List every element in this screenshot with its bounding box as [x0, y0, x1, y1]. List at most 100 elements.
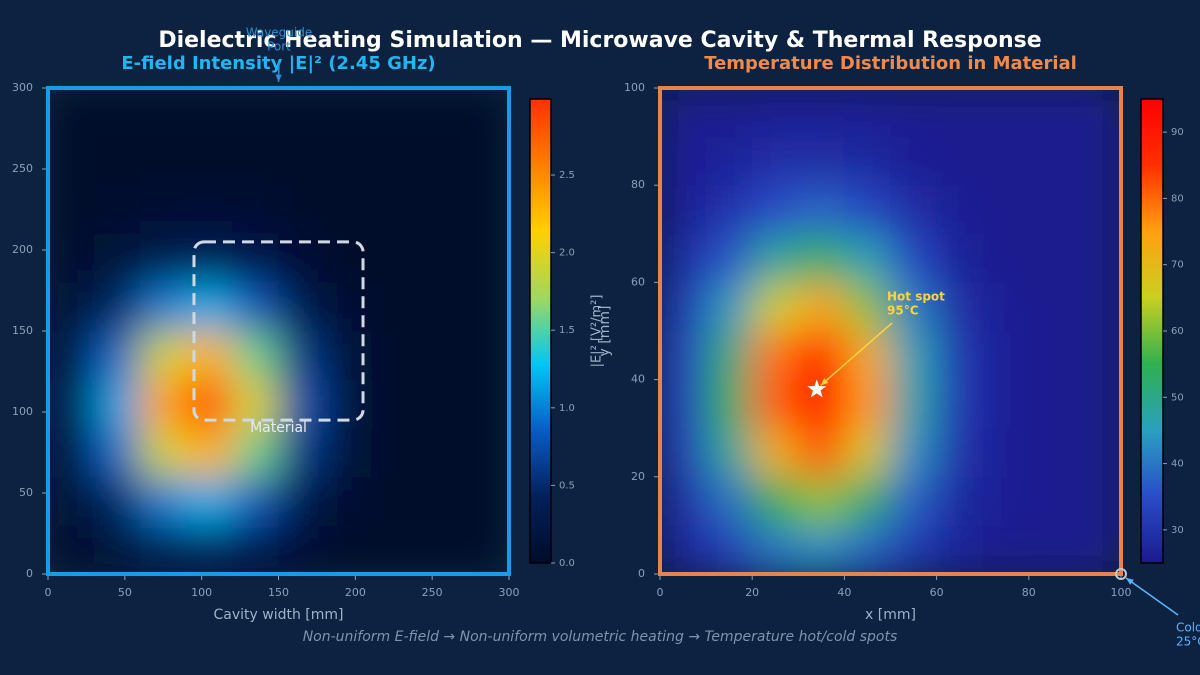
colorbar-tick-label: 50: [1171, 392, 1184, 403]
colorbar-tick-label: 80: [1171, 193, 1184, 204]
heat-cell: [93, 427, 141, 478]
heat-cell: [890, 233, 938, 283]
heat-cell: [751, 476, 799, 526]
heat-cell: [48, 184, 95, 235]
heat-cell: [231, 184, 279, 235]
heat-cell: [48, 524, 95, 574]
heat-cell: [843, 476, 891, 526]
heat-cell: [1028, 136, 1076, 186]
heat-cell: [751, 88, 799, 138]
x-tick-label: 60: [930, 586, 944, 599]
heat-cell: [705, 281, 753, 332]
heat-cell: [278, 330, 326, 381]
heat-cell: [416, 233, 464, 283]
region-label: Material: [250, 420, 307, 436]
annotation-arrow: [1125, 577, 1179, 616]
heat-cell: [797, 233, 845, 283]
heat-cell: [139, 184, 187, 235]
heat-cell: [1074, 88, 1121, 138]
heat-cell: [705, 330, 753, 381]
x-tick-label: 250: [422, 586, 443, 599]
heat-cell: [462, 281, 509, 332]
heat-cell: [1028, 88, 1076, 138]
heat-cell: [185, 524, 233, 574]
x-tick-label: 40: [837, 586, 851, 599]
heat-cell: [370, 281, 418, 332]
heat-cell: [416, 330, 464, 381]
heat-cell: [462, 136, 509, 186]
heat-cell: [324, 476, 372, 526]
heat-cell: [93, 184, 141, 235]
heat-cell: [936, 233, 984, 283]
colorbar-tick-label: 60: [1171, 326, 1184, 337]
heat-cell: [936, 330, 984, 381]
y-tick-label: 50: [19, 486, 33, 499]
heat-cell: [139, 233, 187, 283]
heat-cell: [324, 136, 372, 186]
heat-cell: [660, 427, 707, 478]
colorbar: [529, 98, 552, 564]
x-tick-label: 0: [657, 586, 664, 599]
heat-cell: [48, 330, 95, 381]
heat-cell: [370, 379, 418, 429]
heat-cell: [1074, 524, 1121, 574]
hot-spot-marker: [807, 379, 827, 398]
heat-cell: [936, 379, 984, 429]
heat-cell: [416, 379, 464, 429]
heat-cell: [890, 476, 938, 526]
heat-cell: [278, 184, 326, 235]
x-tick-label: 200: [345, 586, 366, 599]
heat-cell: [982, 233, 1030, 283]
heat-cell: [185, 184, 233, 235]
heat-cell: [48, 281, 95, 332]
colorbar-tick-label: 90: [1171, 127, 1184, 138]
x-axis-label: Cavity width [mm]: [214, 607, 344, 623]
annotation-arrow-head: [820, 378, 829, 386]
heat-cell: [982, 281, 1030, 332]
y-tick-label: 200: [12, 243, 33, 256]
y-tick-label: 300: [12, 81, 33, 94]
plot-frame: [658, 86, 1123, 576]
annotation-text: Port: [267, 40, 291, 54]
heat-cell: [48, 88, 95, 138]
heat-cell: [416, 476, 464, 526]
heat-cell: [660, 184, 707, 235]
colorbar-tick-label: 40: [1171, 459, 1184, 470]
heat-cell: [843, 379, 891, 429]
heat-cell: [231, 330, 279, 381]
heat-cell: [278, 476, 326, 526]
heat-cell: [1074, 184, 1121, 235]
x-tick-label: 100: [1111, 586, 1132, 599]
annotation-text: Waveguide: [246, 26, 313, 40]
heat-cell: [1028, 233, 1076, 283]
heat-cell: [324, 88, 372, 138]
y-tick-label: 0: [638, 567, 645, 580]
heat-cell: [890, 184, 938, 235]
heat-cell: [936, 281, 984, 332]
heat-cell: [370, 136, 418, 186]
heat-cell: [797, 281, 845, 332]
heat-cell: [890, 524, 938, 574]
heatmap: [48, 88, 509, 574]
colorbar-tick-label: 1.0: [559, 403, 575, 414]
heat-cell: [660, 281, 707, 332]
heat-cell: [93, 330, 141, 381]
heat-cell: [705, 427, 753, 478]
heat-cell: [1074, 233, 1121, 283]
heat-cell: [982, 136, 1030, 186]
heat-cell: [936, 524, 984, 574]
x-tick-label: 300: [499, 586, 520, 599]
heat-cell: [370, 427, 418, 478]
heat-cell: [890, 281, 938, 332]
heat-cell: [139, 524, 187, 574]
heat-cell: [705, 88, 753, 138]
heat-cell: [751, 136, 799, 186]
heat-cell: [1074, 427, 1121, 478]
heat-cell: [890, 379, 938, 429]
heat-cell: [370, 233, 418, 283]
y-tick-label: 40: [631, 373, 645, 386]
y-tick-label: 100: [624, 81, 645, 94]
heat-cell: [48, 233, 95, 283]
heat-cell: [1028, 524, 1076, 574]
heat-cell: [1028, 476, 1076, 526]
